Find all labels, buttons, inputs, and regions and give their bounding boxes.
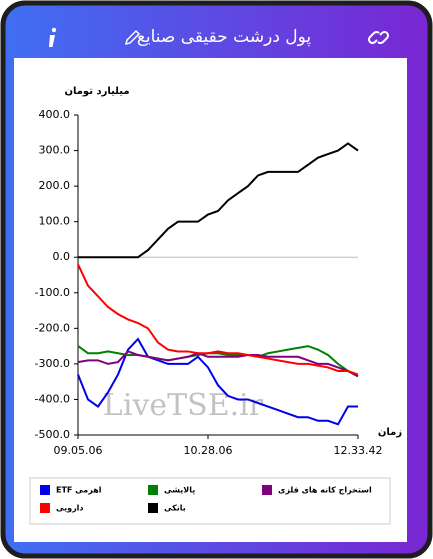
edit-button[interactable]	[124, 29, 141, 46]
x-tick-label: 10.28.06	[184, 444, 233, 457]
y-tick-label: -300.0	[35, 357, 70, 370]
legend-swatch	[148, 485, 158, 495]
series-line	[77, 350, 359, 378]
y-axis-label: میلیارد تومان	[64, 86, 129, 97]
info-button[interactable]	[49, 27, 57, 47]
y-tick-label: 100.0	[39, 215, 71, 228]
legend-swatch	[40, 485, 50, 495]
series-line	[77, 337, 358, 426]
series-line	[78, 142, 359, 259]
x-axis-label: زمان	[378, 427, 402, 438]
chart-title: پول درشت حقیقی صنایع	[137, 27, 312, 47]
legend-label: ETF اهرمی	[56, 486, 102, 495]
legend-label: دارویی	[56, 504, 84, 513]
y-tick-label: 200.0	[39, 179, 71, 192]
x-tick-label: 09.05.06	[54, 444, 103, 457]
series-line	[77, 263, 359, 376]
y-tick-label: -100.0	[35, 286, 70, 299]
y-tick-label: -500.0	[35, 428, 70, 441]
y-tick-label: -200.0	[35, 321, 70, 334]
legend-swatch	[262, 485, 272, 495]
watermark: LiveTSE.ir	[103, 388, 264, 423]
panel	[14, 58, 407, 542]
y-tick-label: 0.0	[53, 250, 71, 263]
legend-swatch	[40, 503, 50, 513]
legend-label: پالایشی	[164, 486, 195, 495]
legend-label: بانکی	[164, 504, 186, 513]
y-tick-label: 400.0	[39, 108, 71, 121]
link-button[interactable]	[367, 30, 390, 45]
legend-label: استخراج کانه های فلزی	[278, 486, 372, 495]
y-tick-label: 300.0	[39, 144, 71, 157]
legend-swatch	[148, 503, 158, 513]
legend-box	[29, 477, 391, 525]
y-tick-label: -400.0	[35, 392, 70, 405]
x-tick-label: 12.33.42	[334, 444, 383, 457]
